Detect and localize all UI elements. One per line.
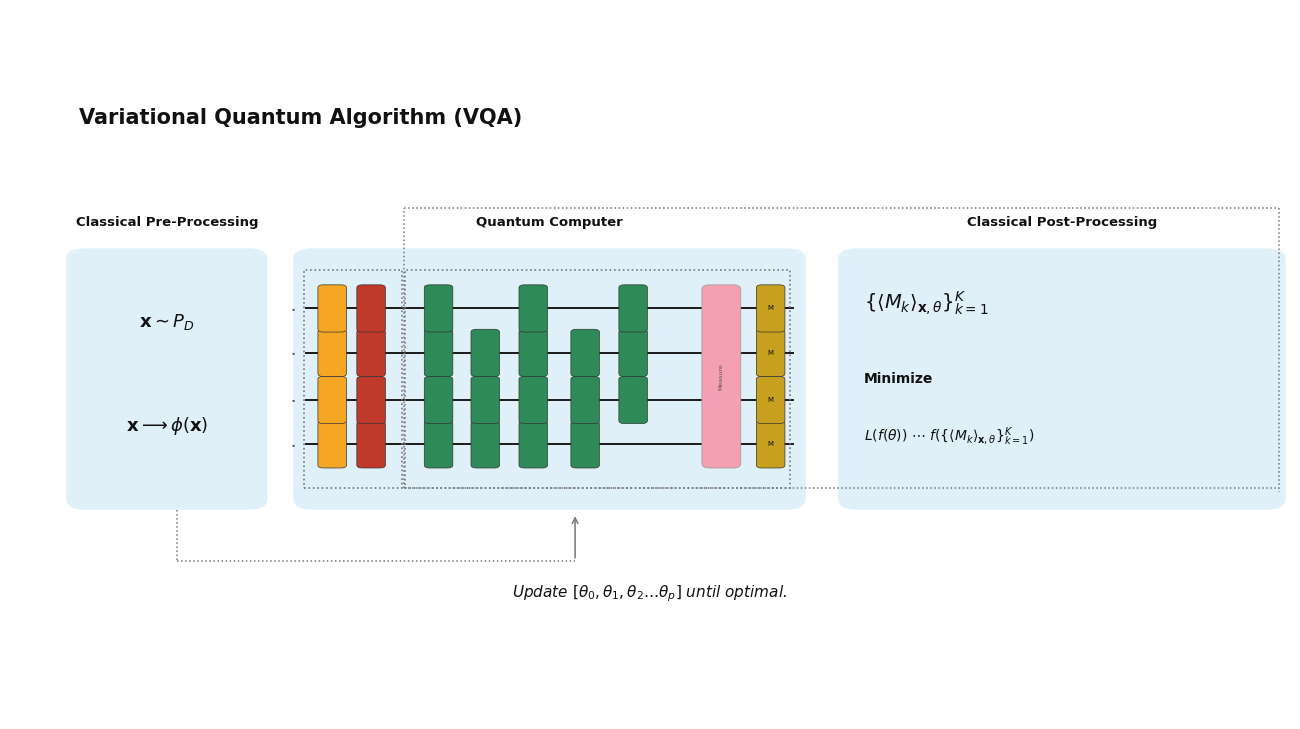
Text: M: M — [767, 397, 774, 403]
Text: Classical Pre-Processing: Classical Pre-Processing — [75, 217, 257, 230]
Text: $\bullet$: $\bullet$ — [290, 395, 296, 405]
Text: Minimize: Minimize — [864, 372, 933, 386]
Text: $\mathbf{x} \sim P_D$: $\mathbf{x} \sim P_D$ — [139, 311, 195, 332]
FancyBboxPatch shape — [318, 376, 346, 424]
Text: $\{\langle M_k\rangle_{\mathbf{x},\theta}\}_{k=1}^{K}$: $\{\langle M_k\rangle_{\mathbf{x},\theta… — [864, 289, 988, 317]
FancyBboxPatch shape — [757, 376, 785, 424]
FancyBboxPatch shape — [757, 421, 785, 468]
Text: Quantum Computer: Quantum Computer — [476, 217, 623, 230]
FancyBboxPatch shape — [519, 376, 547, 424]
FancyBboxPatch shape — [318, 330, 346, 376]
FancyBboxPatch shape — [619, 285, 647, 332]
Text: $\mathbf{x} \longrightarrow \phi(\mathbf{x})$: $\mathbf{x} \longrightarrow \phi(\mathbf… — [126, 415, 208, 437]
Text: M: M — [767, 441, 774, 448]
FancyBboxPatch shape — [619, 376, 647, 424]
FancyBboxPatch shape — [294, 249, 806, 510]
FancyBboxPatch shape — [471, 330, 499, 376]
Text: Classical Post-Processing: Classical Post-Processing — [967, 217, 1157, 230]
Text: Measure: Measure — [719, 363, 724, 390]
FancyBboxPatch shape — [571, 421, 599, 468]
Text: M: M — [767, 350, 774, 356]
FancyBboxPatch shape — [424, 376, 452, 424]
FancyBboxPatch shape — [838, 249, 1286, 510]
FancyBboxPatch shape — [619, 330, 647, 376]
Bar — [304, 270, 402, 488]
Text: $\bullet$: $\bullet$ — [290, 304, 296, 313]
FancyBboxPatch shape — [571, 330, 599, 376]
FancyBboxPatch shape — [356, 330, 385, 376]
FancyBboxPatch shape — [356, 285, 385, 332]
FancyBboxPatch shape — [471, 376, 499, 424]
FancyBboxPatch shape — [424, 330, 452, 376]
FancyBboxPatch shape — [356, 376, 385, 424]
FancyBboxPatch shape — [519, 421, 547, 468]
FancyBboxPatch shape — [702, 285, 741, 468]
Text: $\bullet$: $\bullet$ — [290, 348, 296, 357]
FancyBboxPatch shape — [424, 421, 452, 468]
FancyBboxPatch shape — [424, 285, 452, 332]
FancyBboxPatch shape — [519, 285, 547, 332]
FancyBboxPatch shape — [318, 421, 346, 468]
FancyBboxPatch shape — [356, 421, 385, 468]
Text: $\bullet$: $\bullet$ — [290, 440, 296, 449]
Text: Update $[\theta_0, \theta_1, \theta_2\ldots\theta_p]$ until optimal.: Update $[\theta_0, \theta_1, \theta_2\ld… — [512, 583, 788, 604]
FancyBboxPatch shape — [571, 376, 599, 424]
FancyBboxPatch shape — [757, 285, 785, 332]
Text: Variational Quantum Algorithm (VQA): Variational Quantum Algorithm (VQA) — [79, 108, 523, 128]
FancyBboxPatch shape — [66, 249, 268, 510]
Text: M: M — [767, 305, 774, 311]
Bar — [404, 270, 790, 488]
FancyBboxPatch shape — [471, 421, 499, 468]
FancyBboxPatch shape — [519, 330, 547, 376]
FancyBboxPatch shape — [757, 330, 785, 376]
Text: $L(f(\theta))\ \cdots\ f(\{\langle M_k\rangle_{\mathbf{x},\theta}\}_{k=1}^{K})$: $L(f(\theta))\ \cdots\ f(\{\langle M_k\r… — [864, 425, 1035, 448]
FancyBboxPatch shape — [318, 285, 346, 332]
